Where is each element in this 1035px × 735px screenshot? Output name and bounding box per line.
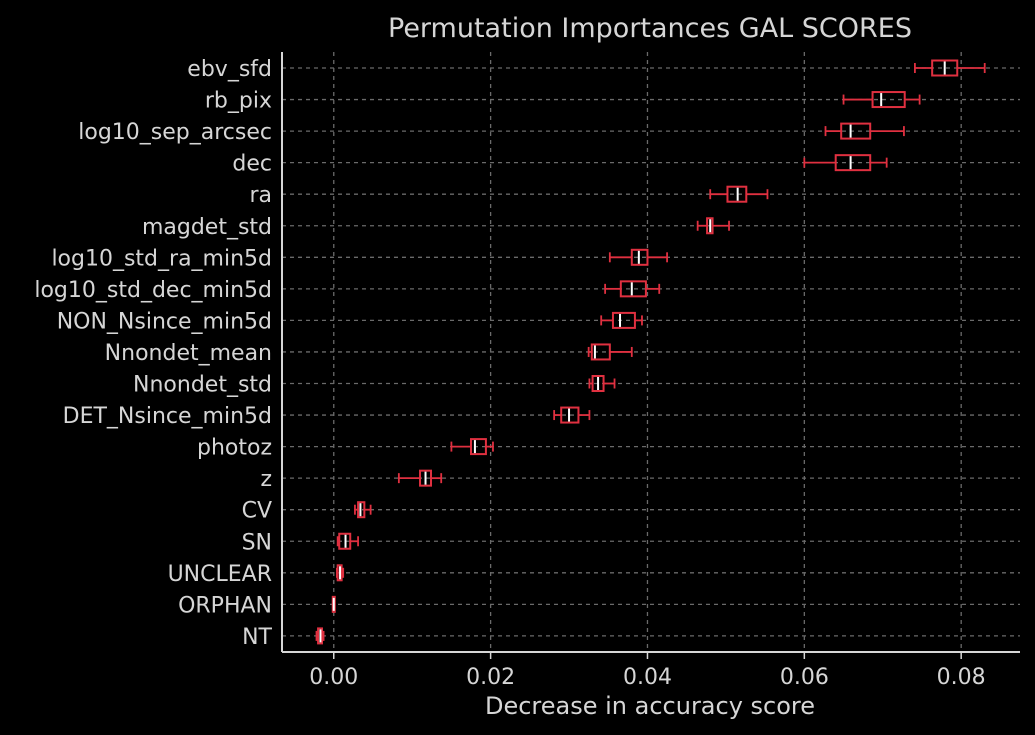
iqr-box [419,469,433,487]
box-dec [803,154,888,172]
y-tick-label: log10_std_ra_min5d [51,246,272,271]
y-tick-label: CV [242,499,272,524]
y-tick-label: rb_pix [205,89,272,114]
y-tick-label: NT [242,625,272,650]
box-magdet_std [696,217,730,235]
y-tick-label: z [260,467,272,492]
y-tick-label: ra [249,183,272,208]
y-tick-label: DET_Nsince_min5d [63,404,272,429]
x-tick-label: 0.08 [937,665,986,690]
box-ORPHAN [331,595,336,613]
y-tick-label: Nnondet_std [133,373,272,398]
iqr-box [630,248,649,266]
y-tick-label: SN [242,530,272,555]
y-tick-label: dec [232,152,272,177]
box-ebv_sfd [914,59,986,77]
x-tick-label: 0.02 [466,665,515,690]
iqr-box [317,627,323,645]
box-z [397,469,443,487]
box-Nnondet_std [588,375,616,392]
y-tick-label: photoz [197,436,272,461]
y-tick-label: log10_std_dec_min5d [34,278,272,303]
iqr-box [338,532,352,550]
iqr-box [834,154,872,172]
iqr-box [357,501,366,519]
box-rb_pix [842,91,921,109]
box-DET_Nsince_min5d [553,406,591,424]
y-tick-label: magdet_std [142,215,272,240]
iqr-box [470,438,487,456]
grid-layer [282,52,1020,652]
iqr-box [619,280,647,298]
iqr-box [560,406,580,424]
box-log10_std_dec_min5d [604,280,661,298]
box-UNCLEAR [335,564,345,582]
iqr-box [871,91,906,109]
x-tick-label: 0.04 [623,665,672,690]
y-tick-label: log10_sep_arcsec [78,120,272,145]
x-tick-label: 0.06 [780,665,829,690]
box-Nnondet_mean [587,343,633,361]
iqr-box [931,59,959,77]
box-log10_sep_arcsec [824,122,905,140]
y-tick-label: Nnondet_mean [105,341,272,366]
box-NON_Nsince_min5d [600,311,643,329]
y-tick-label: ORPHAN [178,593,272,618]
box-ra [709,185,769,203]
box-layer [315,59,986,645]
iqr-box [590,343,611,361]
y-tick-label: NON_Nsince_min5d [57,309,272,334]
iqr-box [726,185,748,203]
x-tick-label: 0.00 [309,665,358,690]
box-NT [315,627,325,645]
box-log10_std_ra_min5d [608,248,668,266]
chart-title: Permutation Importances GAL SCORES [388,13,912,44]
iqr-box [706,217,714,235]
y-tick-label: UNCLEAR [168,562,272,587]
box-photoz [450,438,494,456]
x-axis-label: Decrease in accuracy score [485,692,815,720]
box-SN [336,532,359,550]
y-tick-label: ebv_sfd [187,57,272,82]
iqr-box [591,375,605,392]
iqr-box [611,311,636,329]
box-CV [354,501,372,519]
iqr-box [840,122,872,140]
iqr-box [336,564,343,582]
